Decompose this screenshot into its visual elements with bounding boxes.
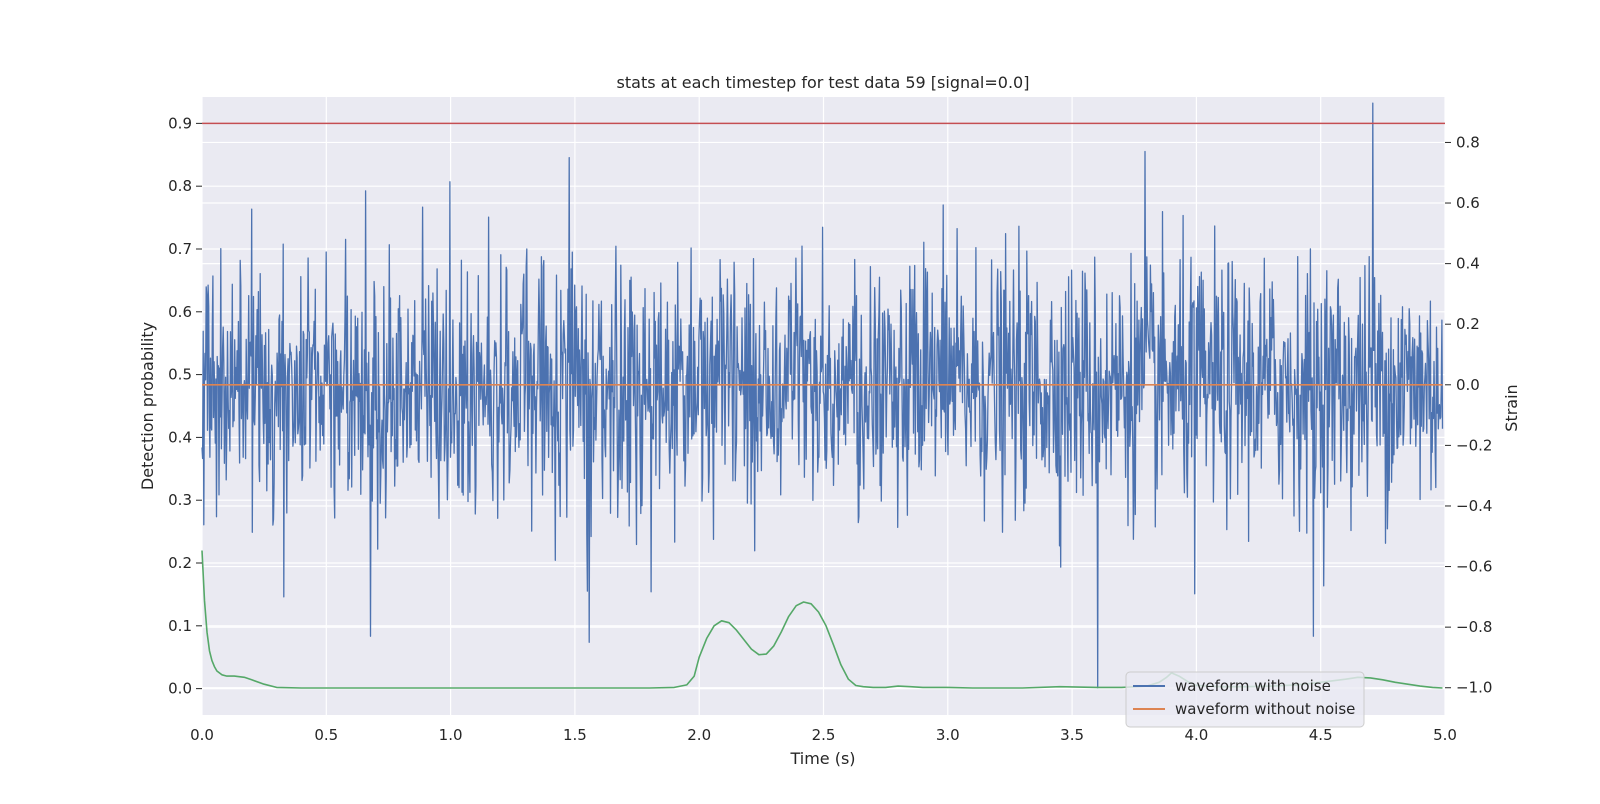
- x-tick-label: 3.5: [1060, 726, 1084, 744]
- legend: waveform with noise waveform without noi…: [1125, 671, 1365, 728]
- x-tick-label: 2.5: [812, 726, 836, 744]
- series-line-noise: [201, 102, 1444, 689]
- x-tick-label: 1.5: [563, 726, 587, 744]
- y-tick-label-left: 0.0: [168, 680, 192, 698]
- y-tick-label-left: 0.1: [168, 617, 192, 635]
- y-tick-label-left: 0.7: [168, 240, 192, 258]
- x-tick-label: 4.0: [1184, 726, 1208, 744]
- y-tick-label-right: −0.4: [1456, 497, 1492, 515]
- y-tick-label-right: 0.0: [1456, 376, 1480, 394]
- x-tick-label: 1.0: [439, 726, 463, 744]
- x-tick-label: 4.5: [1309, 726, 1333, 744]
- x-axis-label: Time (s): [789, 749, 855, 768]
- legend-box: [1125, 671, 1365, 728]
- y-tick-label-left: 0.4: [168, 428, 192, 446]
- x-tick-label: 0.0: [190, 726, 214, 744]
- y-tick-label-left: 0.5: [168, 366, 192, 384]
- y-tick-label-left: 0.9: [168, 114, 192, 132]
- y-tick-label-left: 0.2: [168, 554, 192, 572]
- y-tick-label-right: −0.8: [1456, 618, 1492, 636]
- y-tick-label-right: 0.4: [1456, 255, 1480, 273]
- y-tick-label-right: 0.8: [1456, 133, 1480, 151]
- y-tick-label-right: −0.2: [1456, 436, 1492, 454]
- y-tick-label-left: 0.6: [168, 303, 192, 321]
- x-tick-label: 2.0: [687, 726, 711, 744]
- legend-label-noise: waveform with noise: [1175, 677, 1331, 695]
- y-axis-label-right: Strain: [1502, 384, 1521, 431]
- chart-title: stats at each timestep for test data 59 …: [617, 73, 1030, 92]
- y-tick-label-right: 0.6: [1456, 194, 1480, 212]
- x-tick-label: 5.0: [1433, 726, 1457, 744]
- tick-layer: 0.0 0.5 1.0 1.5 2.0 2.5 3.0 3.5 4.0 4.5 5.0 0.0 0.1 0…: [168, 114, 1492, 744]
- y-tick-label-left: 0.3: [168, 491, 192, 509]
- y-tick-label-right: −0.6: [1456, 558, 1492, 576]
- y-tick-label-right: 0.2: [1456, 315, 1480, 333]
- y-axis-label-left: Detection probability: [138, 322, 157, 490]
- x-tick-label: 0.5: [314, 726, 338, 744]
- y-tick-label-left: 0.8: [168, 177, 192, 195]
- legend-label-clean: waveform without noise: [1175, 700, 1355, 718]
- y-tick-label-right: −1.0: [1456, 679, 1492, 697]
- x-tick-label: 3.0: [936, 726, 960, 744]
